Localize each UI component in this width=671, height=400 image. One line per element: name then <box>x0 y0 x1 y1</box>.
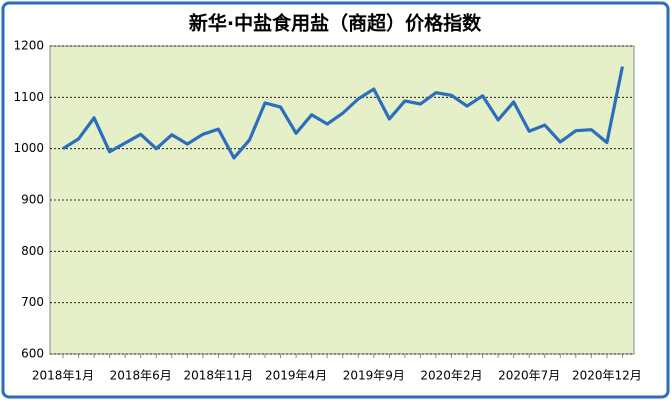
y-tick-label: 1100 <box>13 90 44 104</box>
x-tick-label: 2020年7月 <box>498 369 560 383</box>
x-tick-label: 2019年9月 <box>343 369 405 383</box>
x-tick-label: 2018年1月 <box>32 369 94 383</box>
y-tick-label: 1000 <box>13 141 44 155</box>
y-tick-label: 1200 <box>13 39 44 53</box>
y-tick-label: 700 <box>21 295 44 309</box>
x-tick-label: 2018年11月 <box>183 369 253 383</box>
x-tick-label: 2020年12月 <box>572 369 642 383</box>
y-tick-label: 900 <box>21 193 44 207</box>
x-tick-label: 2020年2月 <box>420 369 482 383</box>
x-tick-label: 2019年4月 <box>265 369 327 383</box>
x-tick-label: 2018年6月 <box>110 369 172 383</box>
y-tick-label: 600 <box>21 347 44 361</box>
chart-title: 新华·中盐食用盐（商超）价格指数 <box>189 12 482 35</box>
y-tick-label: 800 <box>21 244 44 258</box>
data-line <box>62 66 625 160</box>
